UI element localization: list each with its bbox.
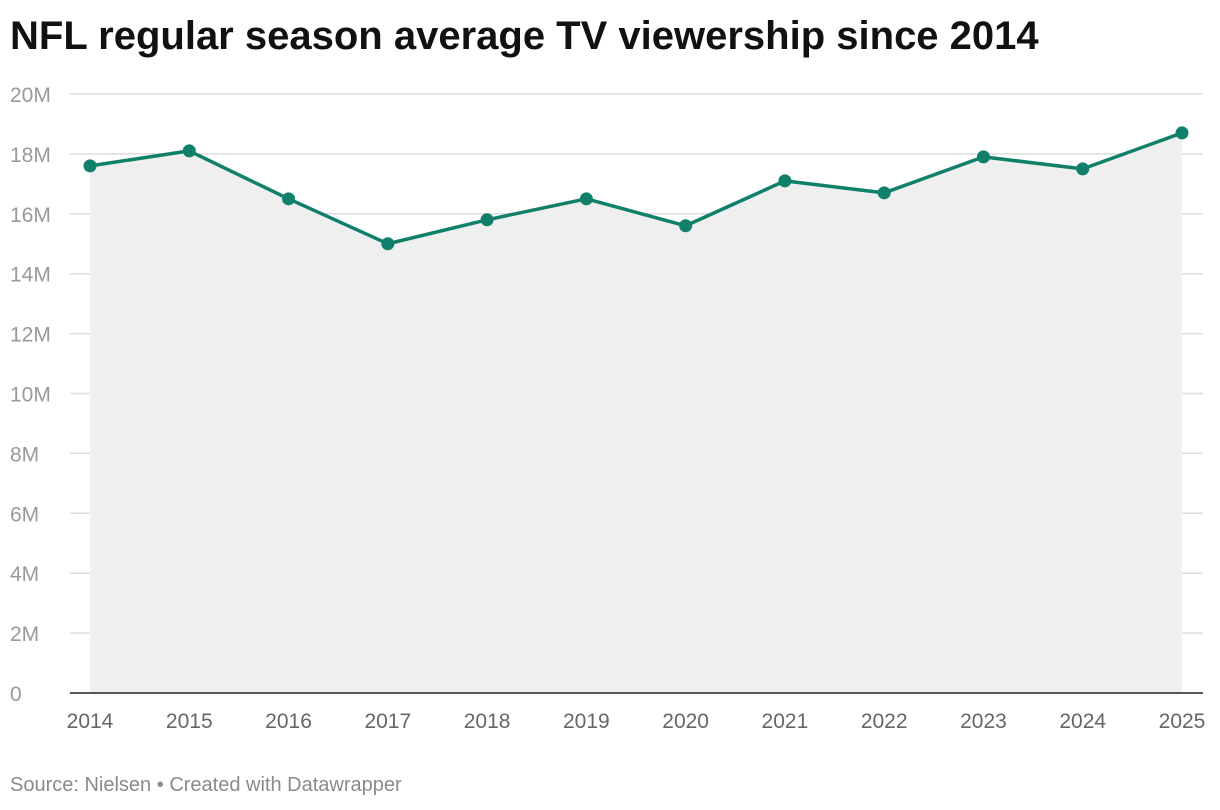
data-point-2024 [1076,162,1090,176]
x-tick-label: 2023 [960,710,1007,733]
y-tick-label: 12M [10,324,51,347]
chart-footer: Source: Nielsen • Created with Datawrapp… [10,774,402,797]
data-point-2014 [83,159,97,173]
y-tick-label: 0 [10,683,22,706]
viewership-line [88,131,1184,246]
footer-separator: • [156,774,164,796]
source-note: Source: Nielsen [10,774,152,796]
data-point-2022 [877,186,891,200]
data-point-2021 [778,174,792,188]
x-tick-label: 2015 [166,710,213,733]
data-point-2023 [976,150,990,164]
data-point-2018 [480,213,494,227]
data-points [83,126,1189,251]
data-point-2015 [182,144,196,158]
series-line [88,131,1184,246]
y-tick-label: 18M [10,144,51,167]
y-tick-label: 20M [10,84,51,107]
area-under-line [90,132,1182,693]
credit-note: Created with Datawrapper [169,774,402,796]
y-tick-label: 10M [10,384,51,407]
area-fill [90,132,1182,693]
data-point-2019 [579,192,593,206]
y-axis-ticks: 0 2M 4M 6M 8M 10M 12M 14M 16M 18M 20M [10,84,51,706]
x-tick-label: 2016 [265,710,312,733]
y-tick-label: 14M [10,264,51,287]
x-tick-label: 2021 [762,710,809,733]
x-tick-label: 2020 [662,710,709,733]
y-tick-label: 8M [10,443,39,466]
data-point-2025 [1175,126,1189,140]
x-tick-label: 2024 [1059,710,1106,733]
x-tick-label: 2018 [464,710,511,733]
x-tick-label: 2022 [861,710,908,733]
x-tick-label: 2019 [563,710,610,733]
chart-title: NFL regular season average TV viewership… [10,14,1039,58]
x-tick-label: 2017 [364,710,411,733]
x-tick-label: 2014 [67,710,114,733]
data-point-2020 [679,219,693,233]
y-tick-label: 6M [10,503,39,526]
x-tick-label: 2025 [1159,710,1206,733]
data-point-2017 [381,237,395,251]
y-tick-label: 16M [10,204,51,227]
x-axis-ticks: 2014 2015 2016 2017 2018 2019 2020 2021 2022 2023… [67,710,1206,733]
y-tick-label: 2M [10,623,39,646]
data-point-2016 [282,192,296,206]
y-tick-label: 4M [10,563,39,586]
